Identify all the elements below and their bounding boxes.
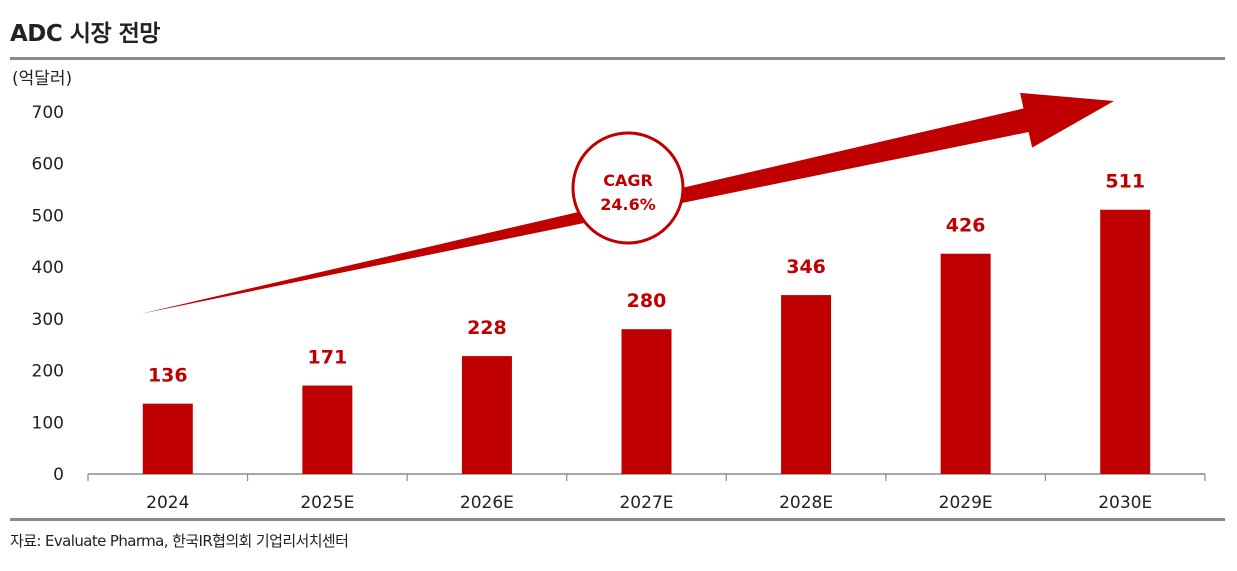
cagr-value: 24.6% [600,195,656,214]
bar [461,356,512,474]
y-tick-label: 500 [32,206,64,226]
y-tick-label: 0 [53,465,64,485]
x-tick-label: 2027E [619,493,673,513]
cagr-badge [571,131,685,245]
bar [1100,209,1151,475]
cagr-arrow: CAGR 24.6% [140,92,1114,315]
data-labels: 136 171 228 280 346 426 511 [148,171,1145,387]
bar [781,295,832,474]
x-tick-label: 2024 [146,493,189,513]
x-tick-label: 2026E [460,493,514,513]
y-tick-label: 400 [32,258,64,278]
x-tick-label: 2025E [300,493,354,513]
bar [142,403,193,474]
y-tick-label: 600 [32,155,64,175]
y-axis: (억달러) 0 100 200 300 400 500 600 700 [12,69,72,485]
bar-series [142,209,1151,475]
x-axis: 2024 2025E 2026E 2027E 2028E 2029E 2030E [87,473,1206,513]
bar-value-label: 280 [627,290,667,312]
bar-value-label: 228 [467,317,507,339]
y-tick-label: 200 [32,362,64,382]
x-tick-label: 2029E [939,493,993,513]
bar-value-label: 171 [308,347,348,369]
bar-value-label: 136 [148,365,188,387]
bar [302,385,353,474]
x-tick-label: 2028E [779,493,833,513]
bar [940,253,991,474]
bar-value-label: 511 [1105,171,1145,193]
bar-value-label: 346 [786,256,826,278]
bar-value-label: 426 [946,215,986,237]
bottom-divider [10,518,1225,521]
y-tick-label: 300 [32,310,64,330]
cagr-label: CAGR [603,171,653,190]
top-divider [10,57,1225,60]
y-tick-label: 100 [32,413,64,433]
x-tick-label: 2030E [1098,493,1152,513]
y-axis-unit: (억달러) [12,69,72,89]
bar [621,329,672,474]
y-tick-label: 700 [32,103,64,123]
chart-title: ADC 시장 전망 [10,21,160,47]
source-note: 자료: Evaluate Pharma, 한국IR협의회 기업리서치센터 [10,532,349,550]
